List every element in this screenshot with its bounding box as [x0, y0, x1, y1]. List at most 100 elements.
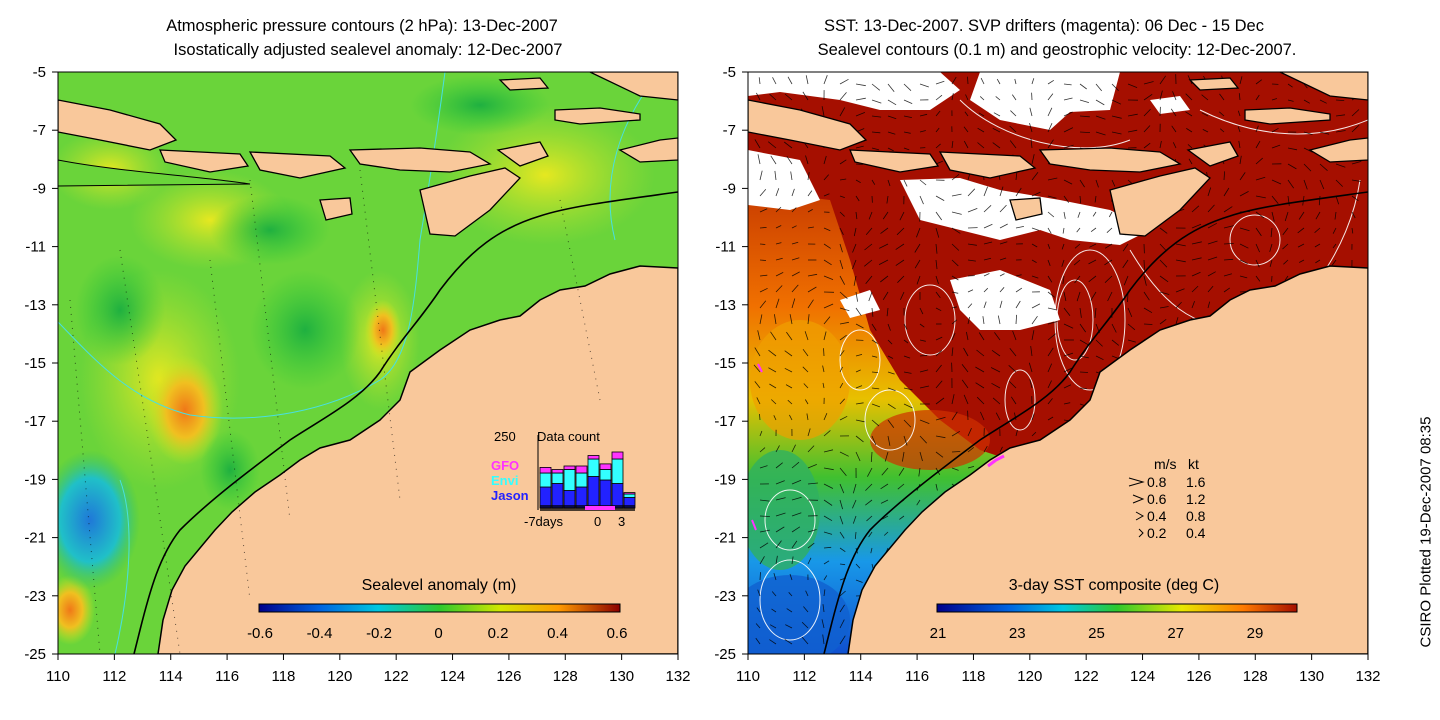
velocity-arrow — [1351, 124, 1360, 133]
velocity-arrow — [897, 275, 905, 283]
velocity-arrow — [855, 354, 863, 357]
velocity-arrow — [759, 208, 768, 213]
velocity-arrow — [823, 546, 832, 549]
velocity-arrow — [919, 179, 927, 186]
velocity-arrow — [1063, 384, 1072, 389]
velocity-arrow — [1335, 195, 1340, 205]
velocity-arrow — [1079, 387, 1087, 389]
x-tick-label: 128 — [553, 668, 578, 685]
velocity-arrow — [887, 387, 896, 392]
velocity-arrow — [903, 131, 911, 134]
velocity-arrow — [771, 591, 777, 597]
velocity-arrow — [871, 307, 874, 317]
velocity-arrow — [823, 483, 834, 489]
velocity-arrow — [983, 287, 989, 293]
velocity-arrow — [1009, 125, 1017, 133]
velocity-arrow — [852, 243, 857, 253]
velocity-arrow — [855, 291, 858, 302]
velocity-arrow — [786, 155, 793, 165]
velocity-arrow — [839, 178, 847, 181]
velocity-arrow — [1031, 315, 1038, 325]
velocity-arrow — [1269, 243, 1273, 253]
velocity-arrow — [903, 115, 912, 118]
velocity-arrow — [1239, 155, 1242, 165]
velocity-arrow — [870, 451, 873, 463]
right-title-line1: SST: 13-Dec-2007. SVP drifters (magenta)… — [824, 17, 1264, 35]
inset-bar — [563, 469, 576, 491]
velocity-arrow — [999, 241, 1008, 245]
velocity-arrow — [1143, 125, 1151, 133]
velocity-arrow — [916, 227, 921, 238]
y-tick-label: -25 — [24, 646, 46, 663]
velocity-arrow — [839, 307, 850, 312]
velocity-arrow — [1284, 275, 1289, 281]
velocity-arrow — [887, 371, 895, 375]
velocity-arrow — [919, 307, 924, 315]
velocity-arrow — [992, 397, 1001, 405]
velocity-arrow — [871, 323, 877, 331]
velocity-arrow — [789, 314, 793, 325]
velocity-arrow — [1143, 259, 1145, 270]
velocity-arrow — [967, 76, 969, 85]
velocity-arrow — [899, 211, 905, 221]
velocity-arrow — [759, 259, 767, 261]
velocity-arrow — [1283, 259, 1289, 265]
velocity-arrow — [759, 314, 763, 325]
velocity-arrow — [807, 172, 810, 181]
velocity-arrow — [887, 115, 897, 120]
velocity-arrow — [1008, 365, 1017, 373]
velocity-arrow — [855, 563, 861, 569]
velocity-arrow — [1185, 111, 1193, 117]
velocity-arrow — [1315, 259, 1321, 264]
velocity-arrow — [903, 339, 909, 344]
velocity-arrow — [1063, 97, 1073, 101]
velocity-arrow — [1171, 125, 1177, 133]
velocity-arrow — [1207, 240, 1218, 245]
velocity-arrow — [1047, 380, 1052, 389]
velocity-arrow — [789, 414, 793, 421]
sla-colorbar: Sealevel anomaly (m) -0.6 -0.4 -0.2 0 0.2 0.4… — [247, 577, 627, 642]
velocity-arrow — [1255, 243, 1260, 253]
velocity-arrow — [804, 399, 809, 405]
sla-colorbar-ramp — [258, 603, 621, 613]
x-tick-label: 130 — [1299, 668, 1324, 685]
velocity-arrow — [919, 113, 928, 117]
velocity-legend-arrow — [1138, 528, 1144, 538]
velocity-arrow — [1047, 93, 1054, 101]
velocity-arrow — [1079, 99, 1090, 103]
velocity-arrow — [1015, 429, 1018, 437]
velocity-arrow — [871, 147, 880, 151]
velocity-arrow — [823, 316, 831, 325]
velocity-arrow — [855, 579, 863, 583]
velocity-arrow — [871, 371, 879, 373]
indonesia-islands — [58, 72, 678, 237]
velocity-arrow — [1255, 195, 1266, 199]
velocity-legend-arrow — [1135, 511, 1145, 521]
velocity-arrow — [1111, 323, 1117, 333]
velocity-arrow — [807, 557, 812, 565]
x-tick-label: 122 — [384, 668, 409, 685]
velocity-arrow — [983, 273, 990, 277]
velocity-arrow — [997, 315, 1001, 325]
velocity-arrow — [1287, 99, 1294, 102]
velocity-arrow — [1191, 300, 1195, 309]
velocity-arrow — [865, 227, 873, 235]
velocity-arrow — [916, 499, 921, 506]
velocity-arrow — [1255, 79, 1263, 85]
velocity-arrow — [773, 572, 777, 581]
inset-bar — [551, 472, 564, 484]
velocity-arrow — [1185, 93, 1193, 101]
velocity-arrow — [1095, 83, 1103, 92]
velocity-arrow — [887, 403, 896, 410]
velocity-arrow — [1303, 83, 1308, 89]
velocity-arrow — [775, 512, 786, 517]
sst-warm-patch — [870, 410, 990, 470]
velocity-arrow — [839, 531, 845, 539]
velocity-arrow — [1143, 81, 1154, 85]
velocity-arrow — [803, 383, 809, 389]
x-tick-label: 112 — [792, 668, 816, 685]
velocity-arrow — [951, 227, 961, 234]
y-tick-label: -23 — [714, 588, 736, 605]
shelf-break-contour — [823, 191, 1368, 654]
velocity-arrow — [1079, 131, 1091, 133]
